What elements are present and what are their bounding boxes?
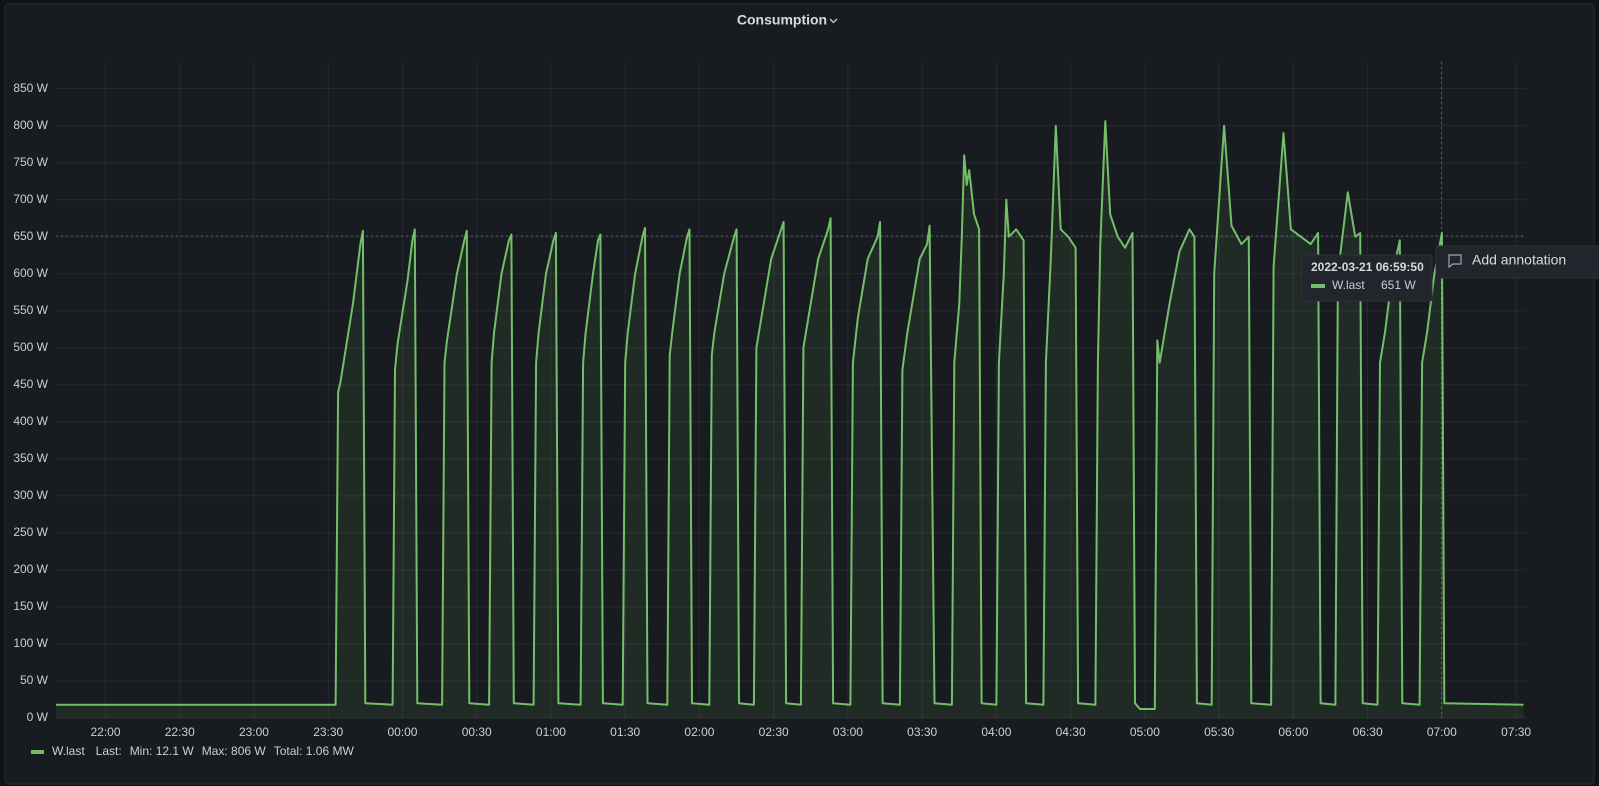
y-tick-label: 250 W [13, 525, 48, 539]
y-tick-label: 150 W [13, 599, 48, 613]
legend-total: Total: 1.06 MW [274, 744, 355, 758]
x-tick-label: 23:30 [313, 725, 343, 739]
tooltip-time: 2022-03-21 06:59:50 [1311, 260, 1424, 274]
x-tick-label: 04:00 [981, 725, 1011, 739]
y-tick-label: 550 W [13, 303, 48, 317]
legend-max: Max: 806 W [202, 744, 267, 758]
x-tick-label: 03:00 [833, 725, 863, 739]
y-tick-label: 200 W [13, 562, 48, 576]
y-tick-label: 50 W [20, 673, 49, 687]
y-tick-label: 300 W [13, 488, 48, 502]
x-tick-label: 22:30 [165, 725, 195, 739]
legend-series[interactable]: W.last [52, 744, 85, 758]
series-line [56, 120, 1524, 710]
y-tick-label: 700 W [13, 192, 48, 206]
x-tick-label: 02:30 [759, 725, 789, 739]
annotation-icon[interactable] [1448, 254, 1462, 269]
annotation-box[interactable] [1435, 245, 1599, 279]
y-tick-label: 500 W [13, 340, 48, 354]
y-tick-label: 750 W [13, 155, 48, 169]
x-tick-label: 22:00 [90, 725, 120, 739]
y-tick-label: 100 W [13, 636, 48, 650]
x-tick-label: 03:30 [907, 725, 937, 739]
y-tick-label: 600 W [13, 266, 48, 280]
x-tick-label: 07:00 [1427, 725, 1457, 739]
tooltip-box [1301, 254, 1433, 302]
y-tick-label: 0 W [27, 710, 49, 724]
x-tick-label: 02:00 [684, 725, 714, 739]
tooltip: 2022-03-21 06:59:50 W.last 651 W [1301, 254, 1433, 302]
x-tick-label: 00:30 [462, 725, 492, 739]
x-tick-label: 04:30 [1056, 725, 1086, 739]
annotation-label[interactable]: Add annotation [1472, 252, 1566, 268]
y-tick-label: 350 W [13, 451, 48, 465]
y-tick-label: 800 W [13, 118, 48, 132]
y-tick-label: 650 W [13, 229, 48, 243]
add-annotation[interactable]: Add annotation [1435, 245, 1599, 279]
x-tick-label: 05:30 [1204, 725, 1234, 739]
panel-title[interactable]: Consumption [737, 12, 827, 28]
y-tick-label: 450 W [13, 377, 48, 391]
tooltip-value: 651 W [1381, 278, 1416, 292]
legend-min: Min: 12.1 W [130, 744, 195, 758]
x-tick-label: 06:00 [1278, 725, 1308, 739]
y-tick-label: 850 W [13, 81, 48, 95]
x-tick-label: 01:00 [536, 725, 566, 739]
y-tick-label: 400 W [13, 414, 48, 428]
tooltip-series: W.last [1332, 278, 1365, 292]
x-tick-label: 06:30 [1353, 725, 1383, 739]
x-tick-label: 01:30 [610, 725, 640, 739]
x-tick-label: 23:00 [239, 725, 269, 739]
legend-last: Last: [96, 744, 122, 758]
x-tick-label: 07:30 [1501, 725, 1531, 739]
x-tick-label: 05:00 [1130, 725, 1160, 739]
x-tick-label: 00:00 [387, 725, 417, 739]
title-chevron[interactable] [829, 18, 838, 24]
